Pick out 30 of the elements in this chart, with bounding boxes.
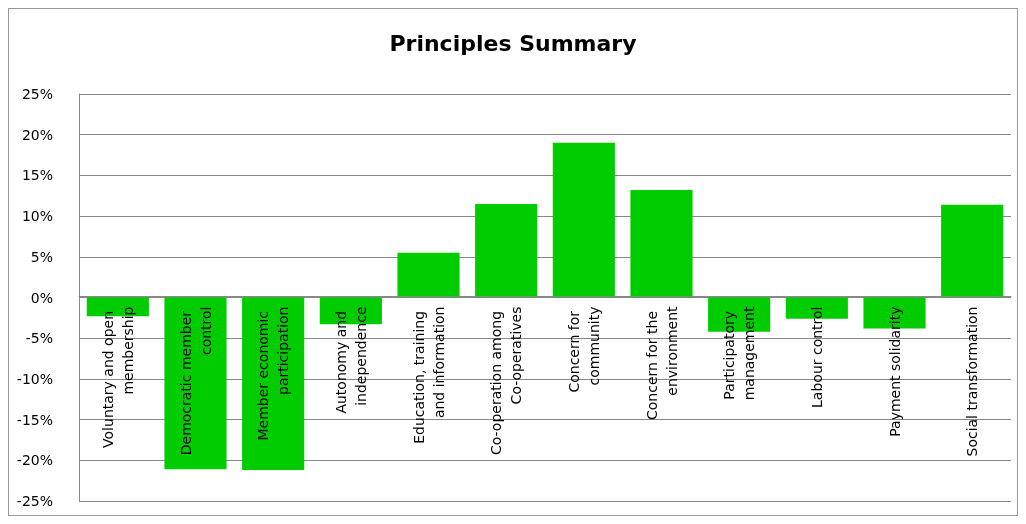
x-tick-label: Concern for the environment <box>643 306 680 420</box>
y-tick-label: -10% <box>16 370 53 387</box>
x-tick-label: Education, training and information <box>410 306 447 444</box>
x-tick-label: Member economic participation <box>255 306 292 441</box>
x-tick-label: Voluntary and open membership <box>99 306 136 448</box>
y-tick-label: -20% <box>16 452 53 469</box>
chart-title: Principles Summary <box>389 30 637 56</box>
y-tick-label: -25% <box>16 493 53 509</box>
bar <box>630 190 693 298</box>
x-tick-label: Participatory management <box>721 306 758 401</box>
y-tick-label: 25% <box>21 86 53 102</box>
y-tick-label: 10% <box>21 208 53 225</box>
x-tick-label: Co-operation among Co-operatives <box>488 306 525 456</box>
y-tick-label: 0% <box>30 289 53 306</box>
bar <box>475 203 538 298</box>
x-tick-label: Concern for community <box>565 306 602 393</box>
x-tick-label: Social transformation <box>964 306 981 457</box>
y-tick-label: -15% <box>16 411 53 428</box>
y-tick-label: 20% <box>21 126 53 143</box>
x-tick-label: Labour control <box>808 306 825 408</box>
x-tick-label: Payment solidarity <box>886 306 903 437</box>
y-tick-label: 15% <box>21 167 53 184</box>
bar <box>552 142 615 298</box>
bar <box>164 297 227 470</box>
y-tick-label: -5% <box>25 330 53 347</box>
bar <box>941 204 1004 298</box>
x-tick-label: Autonomy and independence <box>332 306 369 414</box>
x-tick-label: Democratic member control <box>177 306 214 456</box>
bar <box>397 252 460 298</box>
y-tick-label: 5% <box>30 248 53 265</box>
